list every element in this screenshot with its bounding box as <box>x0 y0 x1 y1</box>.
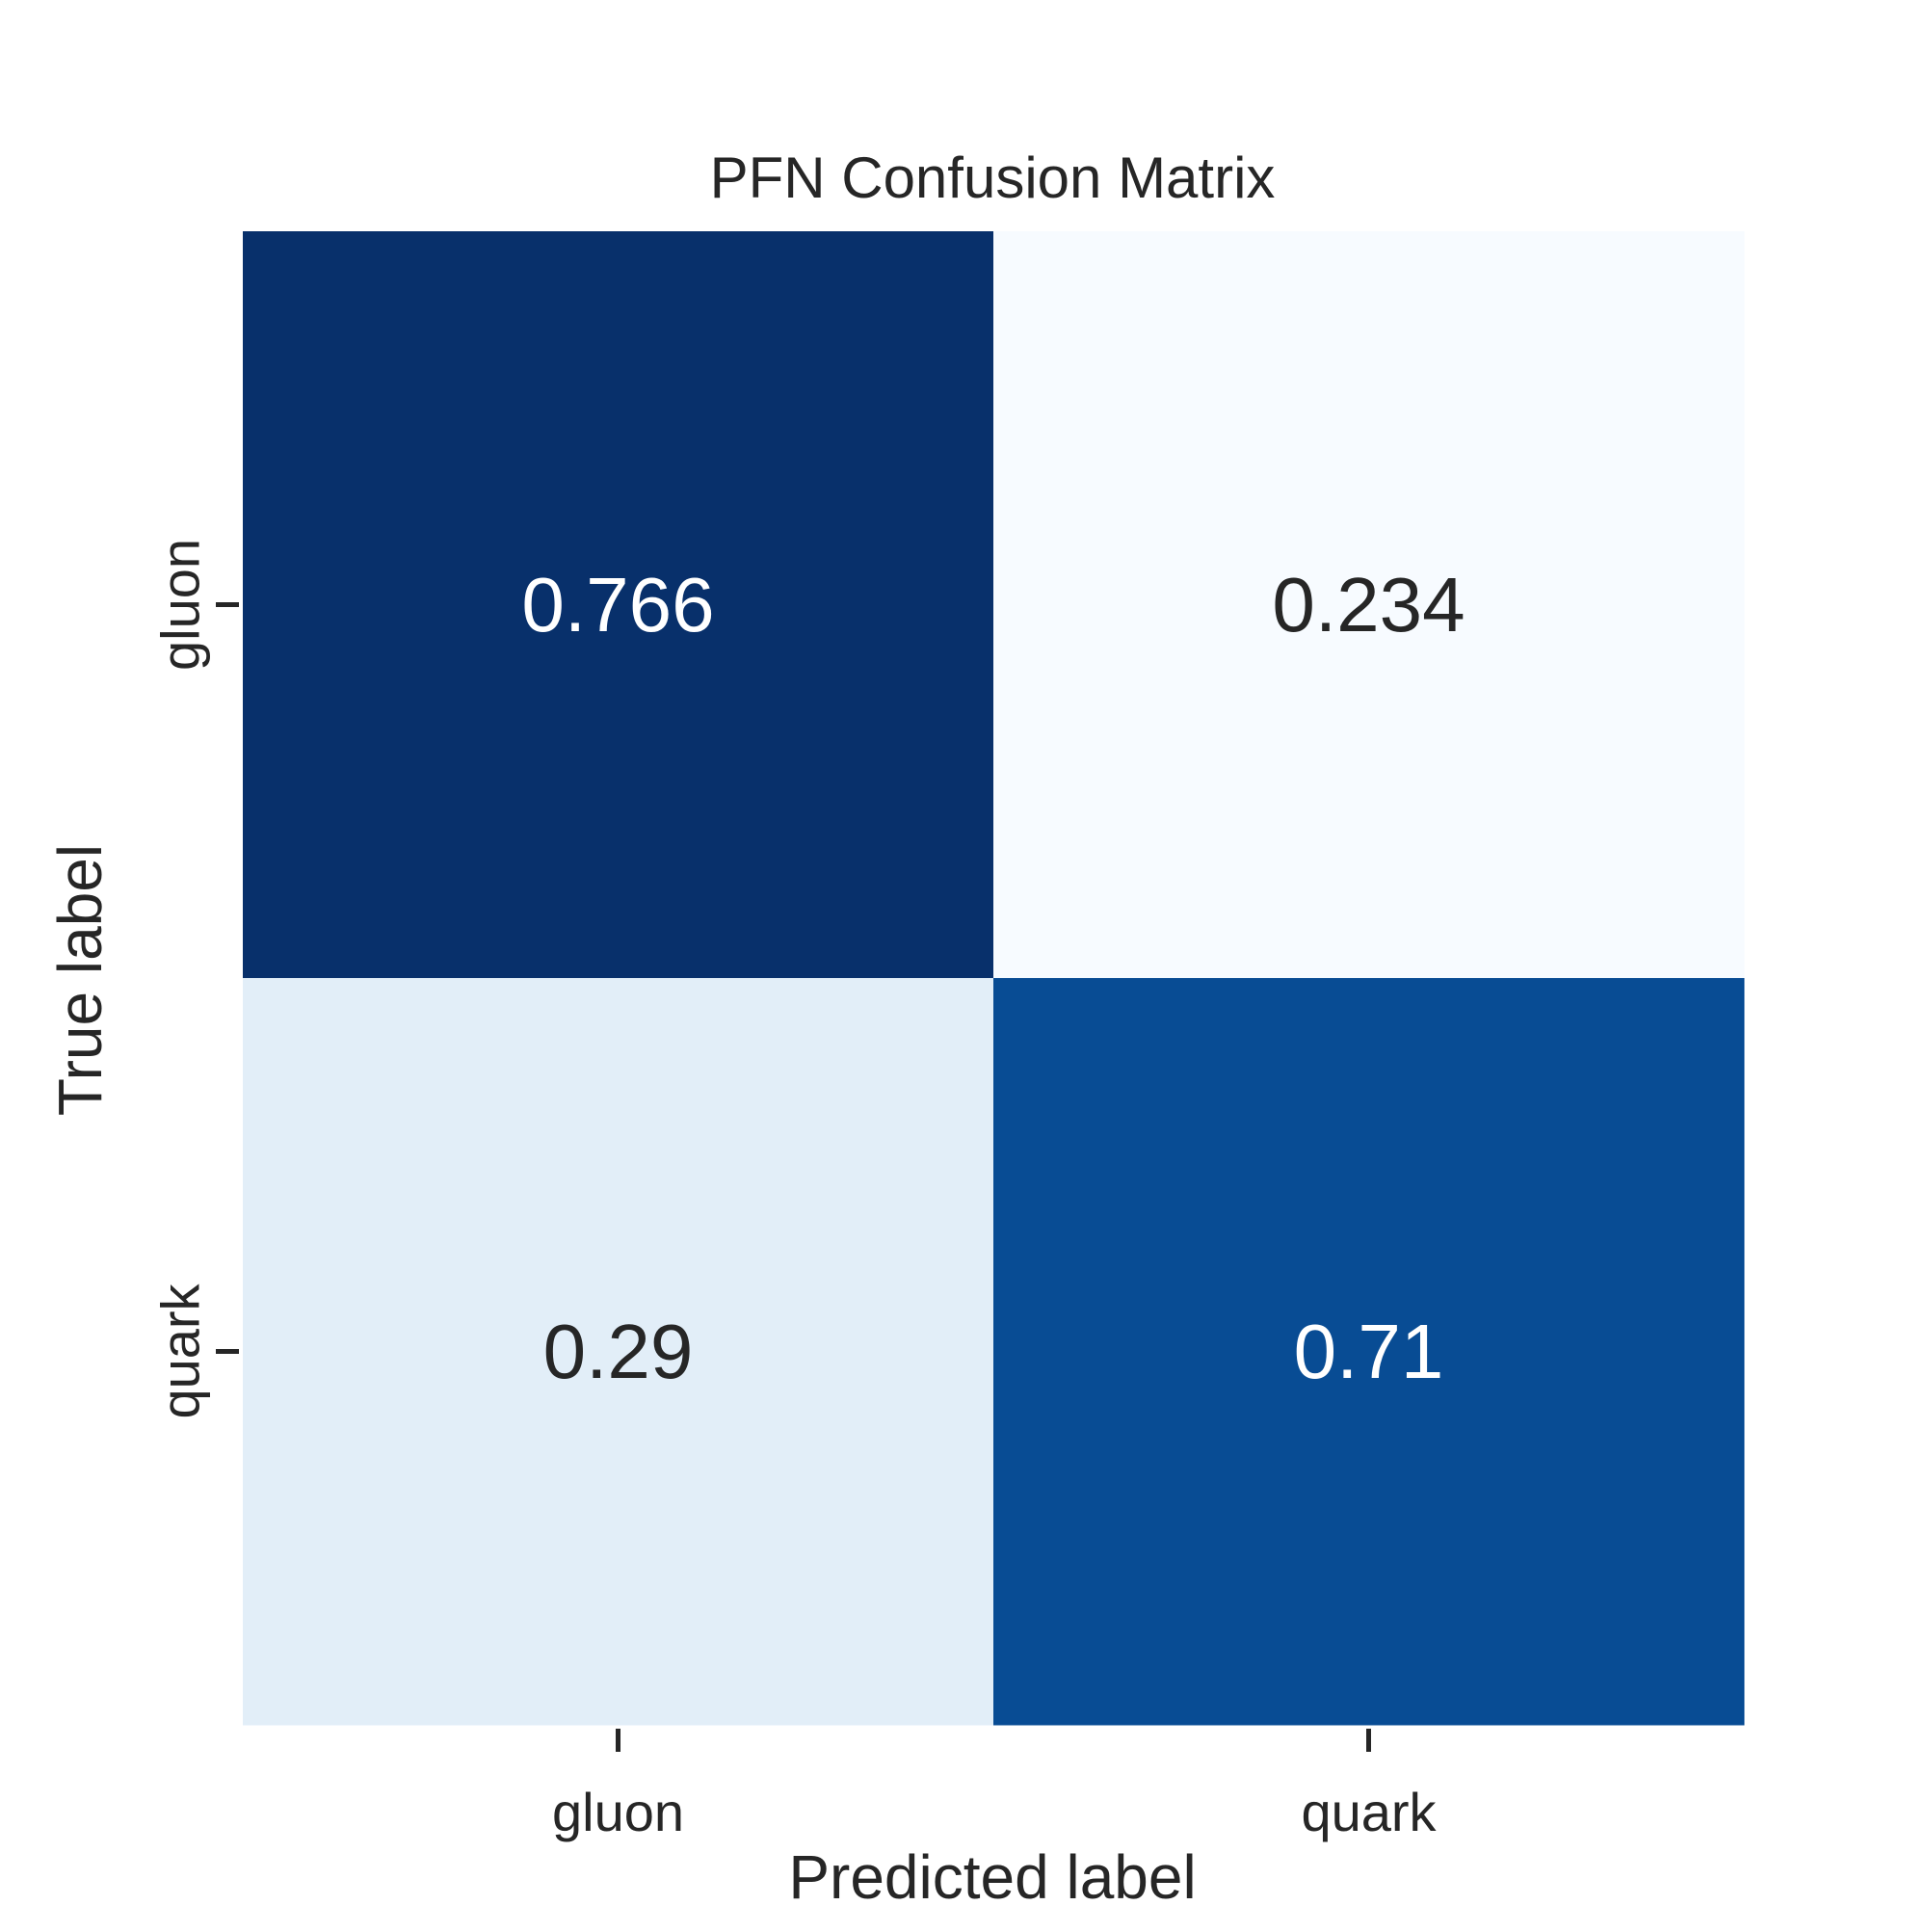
y-tick-label-gluon: gluon <box>150 539 211 671</box>
chart-title: PFN Confusion Matrix <box>710 146 1276 210</box>
heatmap-cell-quark-gluon <box>243 978 994 1726</box>
heatmap-cell-gluon-gluon <box>243 231 994 979</box>
cell-value-gluon-quark: 0.234 <box>1272 562 1465 648</box>
x-axis-ticks: gluon quark <box>552 1729 1438 1842</box>
heatmap-cells <box>243 231 1745 1726</box>
heatmap-cell-quark-quark <box>993 978 1745 1726</box>
y-axis-ticks: gluon quark <box>150 539 239 1419</box>
heatmap-cell-gluon-quark <box>993 231 1745 979</box>
cell-value-quark-gluon: 0.29 <box>543 1309 694 1394</box>
x-tick-label-gluon: gluon <box>552 1782 684 1842</box>
y-tick-label-quark: quark <box>150 1283 211 1418</box>
cell-value-quark-quark: 0.71 <box>1294 1309 1444 1394</box>
y-axis-label: True label <box>45 844 115 1116</box>
x-axis-label: Predicted label <box>788 1842 1196 1912</box>
x-tick-label-quark: quark <box>1301 1782 1437 1842</box>
heatmap-value-labels: 0.766 0.234 0.29 0.71 <box>521 562 1465 1394</box>
cell-value-gluon-gluon: 0.766 <box>521 562 714 648</box>
